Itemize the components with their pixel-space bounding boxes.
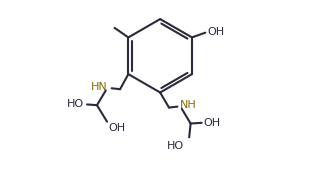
Text: NH: NH xyxy=(180,100,196,110)
Text: HO: HO xyxy=(166,141,184,151)
Text: HN: HN xyxy=(91,82,108,92)
Text: HO: HO xyxy=(67,99,84,110)
Text: OH: OH xyxy=(108,123,125,133)
Text: OH: OH xyxy=(204,118,221,128)
Text: OH: OH xyxy=(208,27,225,37)
